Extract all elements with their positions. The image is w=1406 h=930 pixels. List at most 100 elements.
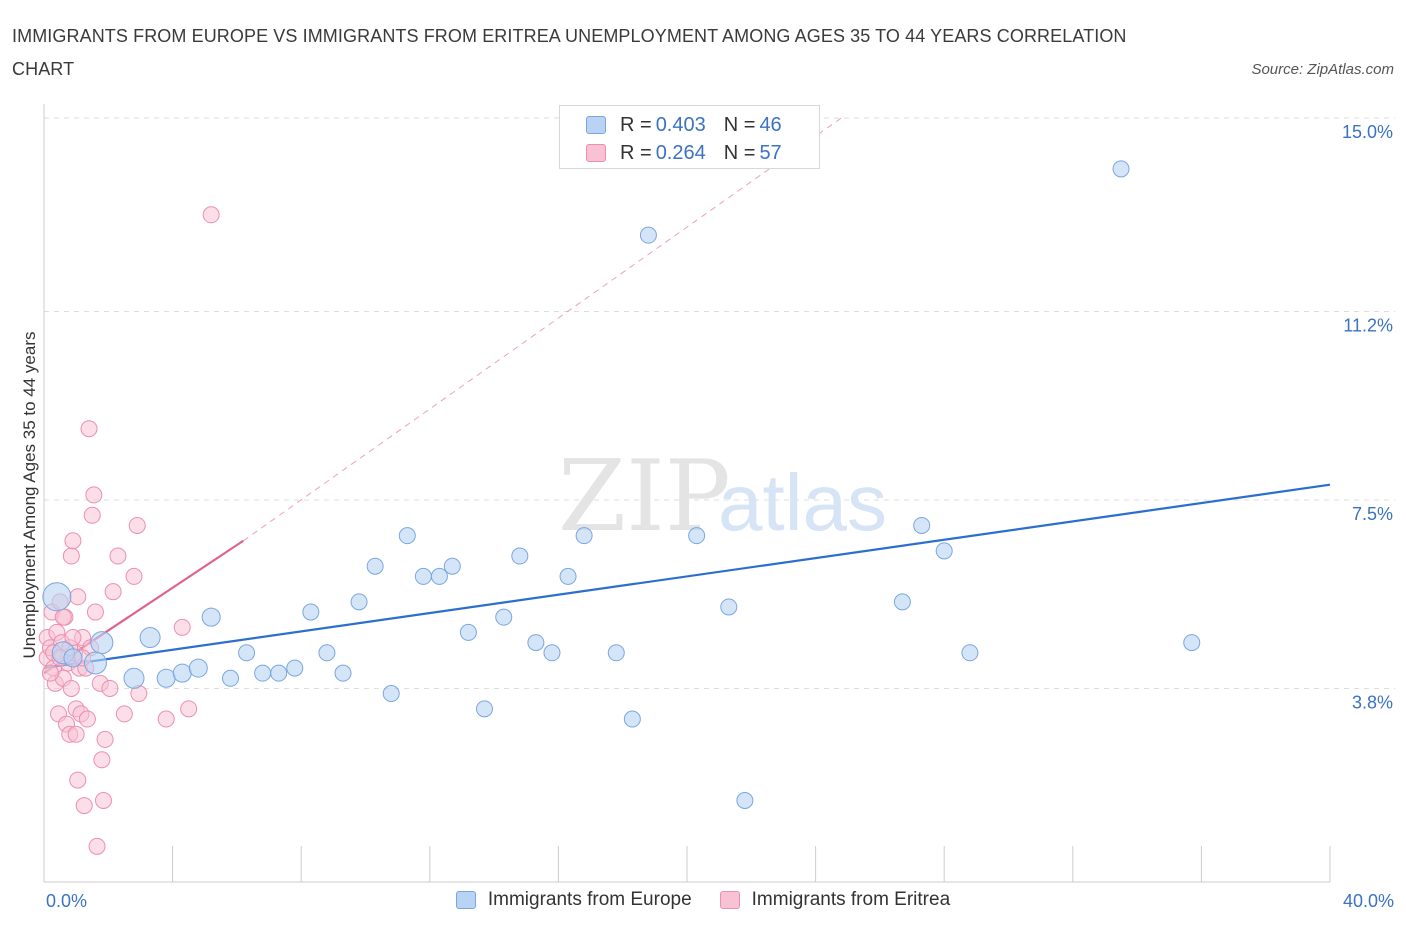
legend-swatch-eritrea — [586, 144, 606, 162]
x-tick-max: 40.0% — [1342, 891, 1394, 911]
data-point-europe — [543, 644, 561, 662]
data-point-europe — [201, 607, 221, 627]
chart-title: IMMIGRANTS FROM EUROPE VS IMMIGRANTS FRO… — [12, 26, 1127, 79]
data-point-europe — [1183, 634, 1201, 652]
data-point-europe — [559, 567, 577, 585]
data-point-europe — [172, 663, 192, 683]
legend-item-eritrea[interactable]: Immigrants from Eritrea — [719, 889, 951, 911]
watermark: ZIP atlas — [558, 440, 887, 554]
data-point-eritrea — [157, 710, 175, 728]
data-point-europe — [511, 547, 529, 565]
data-point-europe — [398, 527, 416, 545]
series-europe — [42, 160, 1201, 810]
data-point-europe — [913, 516, 931, 534]
data-point-eritrea — [85, 486, 103, 504]
legend-item-europe[interactable]: Immigrants from Europe — [455, 889, 692, 911]
data-point-eritrea — [67, 725, 85, 743]
data-point-eritrea — [86, 603, 104, 621]
axes — [43, 104, 1331, 883]
data-point-europe — [720, 598, 738, 616]
y-tick-label: 7.5% — [1352, 504, 1393, 524]
data-point-eritrea — [104, 583, 122, 601]
data-point-europe — [156, 668, 176, 688]
data-point-eritrea — [94, 792, 112, 810]
y-tick-labels: 3.8% 7.5% 11.2% 15.0% — [1342, 122, 1393, 712]
data-point-eritrea — [125, 567, 143, 585]
data-point-eritrea — [69, 771, 87, 789]
data-point-europe — [443, 557, 461, 575]
data-point-europe — [123, 667, 145, 689]
data-point-eritrea — [54, 608, 72, 626]
legend-n-label-eritrea: N = — [723, 141, 756, 164]
data-point-europe — [961, 644, 979, 662]
legend-row-europe: R = 0.403 N = 46 — [586, 113, 782, 137]
data-point-eritrea — [80, 420, 98, 438]
data-point-eritrea — [88, 837, 106, 855]
data-point-europe — [459, 623, 477, 641]
data-point-eritrea — [83, 506, 101, 524]
legend-swatch-eritrea-bottom — [719, 891, 740, 909]
data-point-eritrea — [64, 532, 82, 550]
data-point-eritrea — [173, 618, 191, 636]
data-point-eritrea — [202, 206, 220, 224]
data-point-europe — [238, 644, 256, 662]
data-point-eritrea — [78, 710, 96, 728]
data-point-europe — [893, 593, 911, 611]
legend-swatch-europe — [586, 116, 606, 134]
data-point-europe — [688, 527, 706, 545]
data-point-europe — [935, 542, 953, 560]
legend-label-eritrea: Immigrants from Eritrea — [751, 889, 951, 910]
data-point-europe — [366, 557, 384, 575]
data-point-eritrea — [62, 547, 80, 565]
data-point-europe — [527, 634, 545, 652]
data-point-europe — [270, 664, 288, 682]
data-point-eritrea — [128, 516, 146, 534]
data-point-eritrea — [101, 679, 119, 697]
data-point-europe — [254, 664, 272, 682]
data-point-europe — [63, 648, 83, 668]
legend-r-label-eritrea: R = — [620, 141, 652, 164]
data-point-europe — [42, 582, 72, 612]
data-point-europe — [90, 631, 114, 655]
legend-r-label-europe: R = — [620, 113, 652, 136]
data-point-europe — [382, 685, 400, 703]
data-point-europe — [575, 527, 593, 545]
data-point-eritrea — [64, 629, 82, 647]
data-point-europe — [607, 644, 625, 662]
x-tick-min: 0.0% — [46, 891, 88, 911]
data-point-eritrea — [62, 679, 80, 697]
trend-lines — [43, 117, 1331, 675]
legend-n-value-europe: 46 — [759, 113, 782, 136]
trend-line-eritrea-extended — [243, 117, 842, 542]
data-point-europe — [302, 603, 320, 621]
y-tick-label: 15.0% — [1342, 122, 1393, 142]
legend-n-value-eritrea: 57 — [759, 141, 782, 164]
data-point-europe — [475, 700, 493, 718]
data-point-europe — [736, 792, 754, 810]
data-point-europe — [639, 226, 657, 244]
data-point-europe — [350, 593, 368, 611]
data-point-europe — [495, 608, 513, 626]
data-point-europe — [1112, 160, 1130, 178]
watermark-atlas: atlas — [718, 458, 887, 547]
legend-r-value-europe: 0.403 — [655, 113, 706, 136]
data-point-europe — [334, 664, 352, 682]
y-tick-label: 3.8% — [1352, 692, 1393, 712]
data-point-europe — [623, 710, 641, 728]
legend-r-value-eritrea: 0.264 — [655, 141, 706, 164]
data-point-europe — [286, 659, 304, 677]
legend-swatch-europe-bottom — [455, 891, 476, 909]
data-point-eritrea — [96, 730, 114, 748]
y-tick-label: 11.2% — [1343, 316, 1393, 336]
data-point-europe — [83, 651, 107, 675]
legend-n-label-europe: N = — [723, 113, 756, 136]
data-point-eritrea — [93, 751, 111, 769]
data-point-eritrea — [69, 588, 87, 606]
source-credit: Source: ZipAtlas.com — [1251, 61, 1394, 78]
series-eritrea — [38, 206, 220, 855]
data-point-europe — [430, 567, 448, 585]
legend-label-europe: Immigrants from Europe — [487, 889, 692, 910]
data-point-eritrea — [75, 797, 93, 815]
trend-line-europe — [43, 483, 1331, 670]
